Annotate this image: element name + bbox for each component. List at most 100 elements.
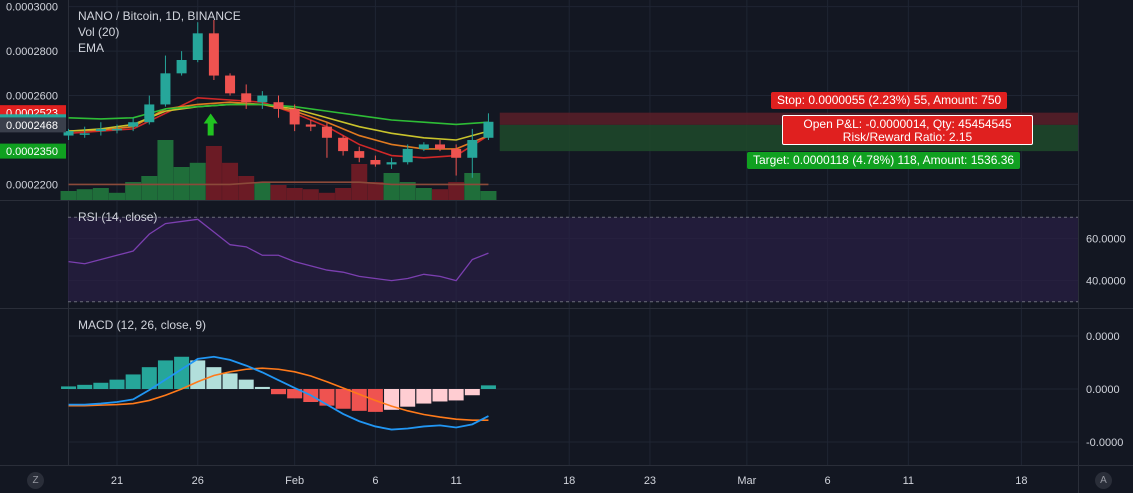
candle-body [338,137,349,152]
candle-body [305,124,316,127]
price-badge-label: 0.0002350 [6,146,58,158]
open-pnl-label[interactable]: Open P&L: -0.0000014, Qty: 45454545 Risk… [782,115,1033,145]
macd-histogram-bar [480,385,496,389]
target-label[interactable]: Target: 0.0000118 (4.78%) 118, Amount: 1… [747,152,1021,169]
ema-indicator-label[interactable]: EMA [78,41,105,55]
macd-histogram-bar [206,367,222,389]
price-tick-label: 0.0002200 [6,179,58,191]
rsi-indicator-label[interactable]: RSI (14, close) [78,210,158,224]
time-tick-label: 11 [450,475,461,487]
volume-bar [76,189,93,200]
macd-histogram-bar [61,386,77,389]
price-tick-label: 0.0002800 [6,46,58,58]
chart-legend: NANO / Bitcoin, 1D, BINANCE Vol (20) EMA [78,8,241,56]
rsi-tick-label: 40.0000 [1086,276,1126,288]
price-badge [0,117,66,133]
time-tick-label: 23 [644,475,656,487]
candle-body [257,95,268,103]
volume-bar [254,182,271,200]
rsi-band [68,217,1078,302]
candle-body [467,140,478,158]
stop-label[interactable]: Stop: 0.0000055 (2.23%) 55, Amount: 750 [771,92,1008,109]
price-badge-label: 0.0002468 [6,120,58,132]
macd-histogram-bar [335,389,351,409]
volume-bar [383,173,400,200]
price-badge [0,143,66,159]
volume-bar [60,191,77,200]
volume-bar [205,146,222,200]
candle-body [192,33,203,60]
candle-body [144,104,155,123]
volume-bar [335,188,352,200]
macd-line [68,355,489,431]
signal-line [68,367,489,422]
candle-body [176,60,187,74]
macd-histogram-bar [271,389,286,395]
volume-bar [432,189,448,200]
candle-body [225,75,236,94]
macd-histogram-bar [319,389,335,406]
volume-bar [109,192,125,200]
volume-bar [141,176,158,200]
ema-line [68,181,489,186]
time-tick-label: 18 [563,475,575,487]
volume-bar [286,188,303,200]
time-tick-label: 21 [111,475,123,487]
macd-histogram-bar [174,356,190,389]
open-pnl-text: Open P&L: -0.0000014, Qty: 45454545 [803,117,1012,131]
volume-bar [448,182,465,200]
candle-body [402,148,413,163]
volume-bar [302,189,319,200]
candle-body [418,144,429,149]
price-tick-label: 0.0003000 [6,2,58,14]
candle-body [208,33,219,76]
symbol-title[interactable]: NANO / Bitcoin, 1D, BINANCE [78,9,241,23]
volume-bar [367,182,384,200]
candle-body [386,162,397,165]
candle-body [79,133,90,135]
macd-histogram-bar [400,389,416,407]
macd-histogram-bar [464,389,480,396]
macd-indicator-label[interactable]: MACD (12, 26, close, 9) [78,318,207,332]
candle-body [95,128,106,132]
candle-body [289,108,300,125]
candle-body [241,93,252,103]
time-tick-label: 6 [372,475,378,487]
price-tick-label: 0.0002600 [6,91,58,103]
log-scale-icon-text: Z [32,475,39,486]
volume-bar [222,162,239,200]
macd-histogram-bar [125,374,141,389]
volume-bar [189,162,206,200]
rsi-tick-label: 60.0000 [1086,233,1126,245]
volume-bar [415,188,432,200]
macd-histogram-bar [254,386,270,389]
candle-body [273,102,284,109]
candle-body [370,160,381,165]
time-tick-label: 6 [825,475,831,487]
macd-histogram-bar [222,373,238,389]
macd-histogram-bar [141,367,157,389]
candle-body [451,148,462,158]
auto-scale-icon[interactable]: A [1095,472,1112,489]
volume-bar [125,182,142,200]
buy-arrow-icon [203,113,218,136]
candle-body [128,122,139,127]
volume-indicator-label[interactable]: Vol (20) [78,25,120,39]
macd-histogram-bar [157,360,173,389]
time-tick-label: Mar [737,475,756,487]
rsi-line [68,218,489,282]
time-tick-label: Feb [285,475,304,487]
volume-bar [157,140,174,200]
time-tick-label: 11 [903,475,914,487]
risk-reward-text: Risk/Reward Ratio: 2.15 [842,130,973,144]
auto-scale-icon-text: A [1100,475,1107,486]
candle-body [63,131,74,136]
candle-body [435,144,445,149]
volume-bar [173,167,190,200]
macd-histogram-bar [238,379,254,389]
candle-body [483,121,494,138]
macd-histogram-bar [416,389,432,404]
candle-body [160,73,171,105]
log-scale-icon[interactable]: Z [27,472,44,489]
